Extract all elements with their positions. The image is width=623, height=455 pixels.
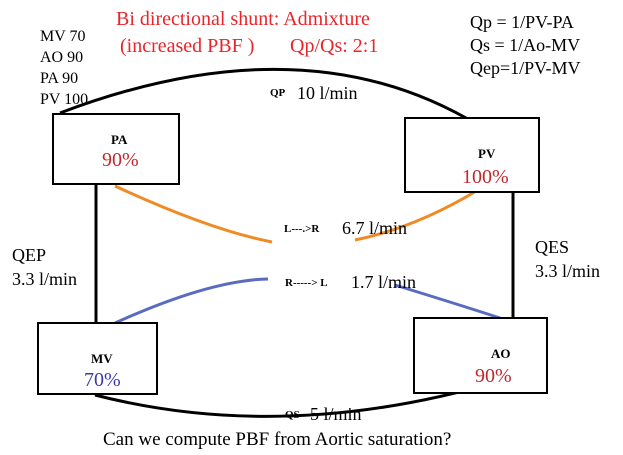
qes-value: 3.3 l/min <box>535 261 601 281</box>
qp-qs-ratio: Qp/Qs: 2:1 <box>290 35 379 57</box>
qp-label: QP <box>270 87 286 99</box>
legend-pv: PV 100 <box>40 91 89 108</box>
qp-value: 10 l/min <box>297 83 358 103</box>
pv-label: PV <box>478 146 496 161</box>
l-to-r-shunt-right <box>354 188 479 242</box>
mv-box: MV 70% <box>37 322 158 395</box>
qep-value: 3.3 l/min <box>12 269 78 289</box>
qp-arc <box>59 67 479 127</box>
r-to-l-shunt-left <box>114 277 269 325</box>
l-to-r-label: L---.>R <box>284 223 320 235</box>
bottom-question: Can we compute PBF from Aortic saturatio… <box>103 429 452 450</box>
formula-qep: Qep=1/PV-MV <box>470 58 581 78</box>
pv-box: PV 100% <box>404 117 540 193</box>
qep-label: QEP <box>12 245 47 265</box>
title-line-2: (increased PBF ) <box>120 35 255 57</box>
ao-box: AO 90% <box>413 317 548 394</box>
legend-pa: PA 90 <box>40 70 79 87</box>
qes-label: QES <box>535 237 570 257</box>
pa-box: PA 90% <box>52 113 180 185</box>
mv-saturation: 70% <box>84 369 121 391</box>
pa-saturation: 90% <box>102 149 139 171</box>
r-to-l-shunt-right <box>394 283 501 320</box>
legend-ao: AO 90 <box>40 49 84 66</box>
title-line-1: Bi directional shunt: Admixture <box>116 8 370 30</box>
r-to-l-label: R-----> L <box>285 277 328 289</box>
l-to-r-value: 6.7 l/min <box>342 218 408 238</box>
qs-label: QS <box>285 409 300 421</box>
l-to-r-shunt-left <box>114 184 273 244</box>
pv-saturation: 100% <box>462 166 509 188</box>
pa-label: PA <box>111 132 128 147</box>
formula-qp: Qp = 1/PV-PA <box>470 12 574 32</box>
r-to-l-value: 1.7 l/min <box>351 272 417 292</box>
ao-label: AO <box>491 346 511 361</box>
ao-saturation: 90% <box>475 365 512 387</box>
mv-label: MV <box>91 351 113 366</box>
formula-qs: Qs = 1/Ao-MV <box>470 35 581 55</box>
legend-mv: MV 70 <box>40 28 86 45</box>
qs-value: 5 l/min <box>310 404 362 424</box>
